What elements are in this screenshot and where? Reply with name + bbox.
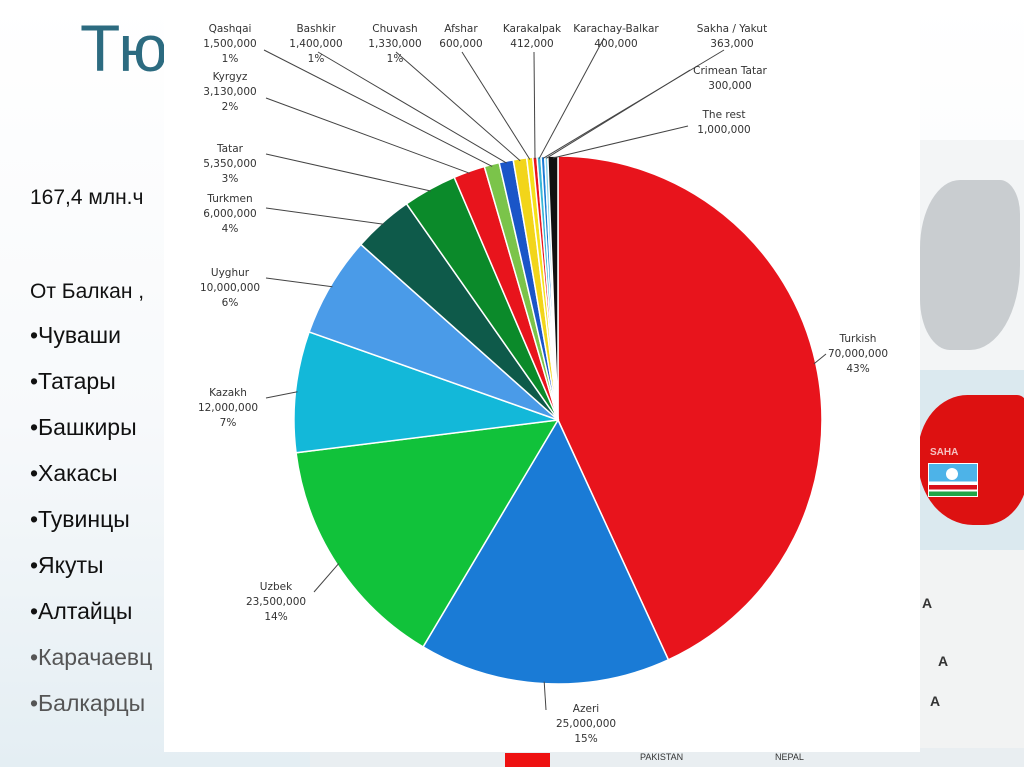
sakha-region	[918, 395, 1024, 525]
leader-lines	[263, 37, 827, 711]
list-item: •Якуты	[30, 552, 104, 578]
slice-label: Kyrgyz 3,130,000 2%	[203, 71, 256, 113]
slice-label: Karachay-Balkar 400,000	[573, 23, 659, 50]
map-image: SAHA A A A	[900, 140, 1024, 767]
pie-slice-kazakh	[293, 330, 559, 454]
leader-line	[533, 51, 536, 160]
list-item: •Хакасы	[30, 460, 118, 486]
slice-label: Tatar 5,350,000 3%	[203, 143, 256, 185]
leader-line	[317, 51, 507, 164]
leader-line	[313, 563, 340, 593]
flag-sun-icon	[946, 468, 958, 480]
leader-line	[265, 207, 384, 225]
leader-line	[265, 277, 333, 288]
slice-labels: Turkish 70,000,000 43% Azeri 25,000,000 15% Uz…	[198, 23, 888, 745]
map-letter: A	[930, 693, 941, 709]
map-landmass	[920, 180, 1020, 350]
peoples-list: •Чуваши •Татары •Башкиры •Хакасы •Тувинц…	[30, 318, 152, 732]
list-item: •Чуваши	[30, 322, 121, 348]
slice-label: Afshar 600,000	[439, 23, 482, 50]
map-letter: A	[922, 595, 933, 611]
map-bottom	[900, 550, 1024, 767]
list-item: •Балкарцы	[30, 690, 146, 716]
population-text: 167,4 млн.ч	[30, 186, 144, 209]
map-bottom-strip	[310, 748, 1024, 767]
leader-line	[538, 37, 605, 159]
leader-line	[461, 51, 531, 160]
leader-line	[265, 153, 431, 192]
slice-label: Azeri 25,000,000 15%	[556, 703, 616, 745]
slice-label: Sakha / Yakut 363,000	[697, 23, 767, 50]
list-item: •Алтайцы	[30, 598, 133, 624]
slice-label: The rest 1,000,000	[697, 109, 750, 136]
list-item: •Татары	[30, 368, 116, 394]
list-item: •Карачаевц	[30, 644, 153, 670]
pie-chart: Turkish 70,000,000 43% Azeri 25,000,000 15% Uz…	[198, 23, 888, 745]
pie-slice-uzbek	[295, 419, 560, 648]
map-letter: A	[938, 653, 949, 669]
leader-line	[552, 125, 689, 159]
map-label-nepal: NEPAL	[775, 752, 804, 762]
region-label: SAHA	[930, 447, 959, 458]
pie-slices	[293, 155, 823, 685]
pie-slice-turkish	[557, 155, 823, 661]
leader-line	[813, 353, 827, 365]
slice-label: Bashkir 1,400,000 1%	[289, 23, 342, 65]
list-item: •Тувинцы	[30, 506, 130, 532]
leader-line	[543, 681, 547, 711]
range-text: От Балкан ,	[30, 280, 145, 303]
slice-label: Kazakh 12,000,000 7%	[198, 387, 258, 429]
leader-line	[546, 69, 691, 159]
red-swatch	[505, 753, 550, 767]
slice-label: Uyghur 10,000,000 6%	[200, 267, 260, 309]
leader-line	[265, 97, 470, 174]
leader-line	[263, 49, 493, 167]
leader-line	[395, 51, 521, 162]
map-label-pakistan: PAKISTAN	[640, 752, 684, 762]
pie-slice-the-rest	[547, 155, 559, 421]
slice-label: Turkmen 6,000,000 4%	[203, 193, 256, 235]
leader-line	[265, 391, 298, 399]
list-item: •Башкиры	[30, 414, 137, 440]
sakha-flag-icon	[928, 463, 978, 497]
slice-label: Karakalpak 412,000	[503, 23, 562, 50]
slice-label: Turkish 70,000,000 43%	[828, 333, 888, 375]
slice-label: Uzbek 23,500,000 14%	[246, 581, 306, 623]
slice-label: Crimean Tatar 300,000	[693, 65, 767, 92]
slice-label: Qashqai 1,500,000 1%	[203, 23, 256, 65]
slice-label: Chuvash 1,330,000 1%	[368, 23, 421, 65]
pie-chart-panel: Turkish 70,000,000 43% Azeri 25,000,000 15% Uz…	[164, 10, 920, 752]
slide-title: Тю	[80, 11, 169, 85]
